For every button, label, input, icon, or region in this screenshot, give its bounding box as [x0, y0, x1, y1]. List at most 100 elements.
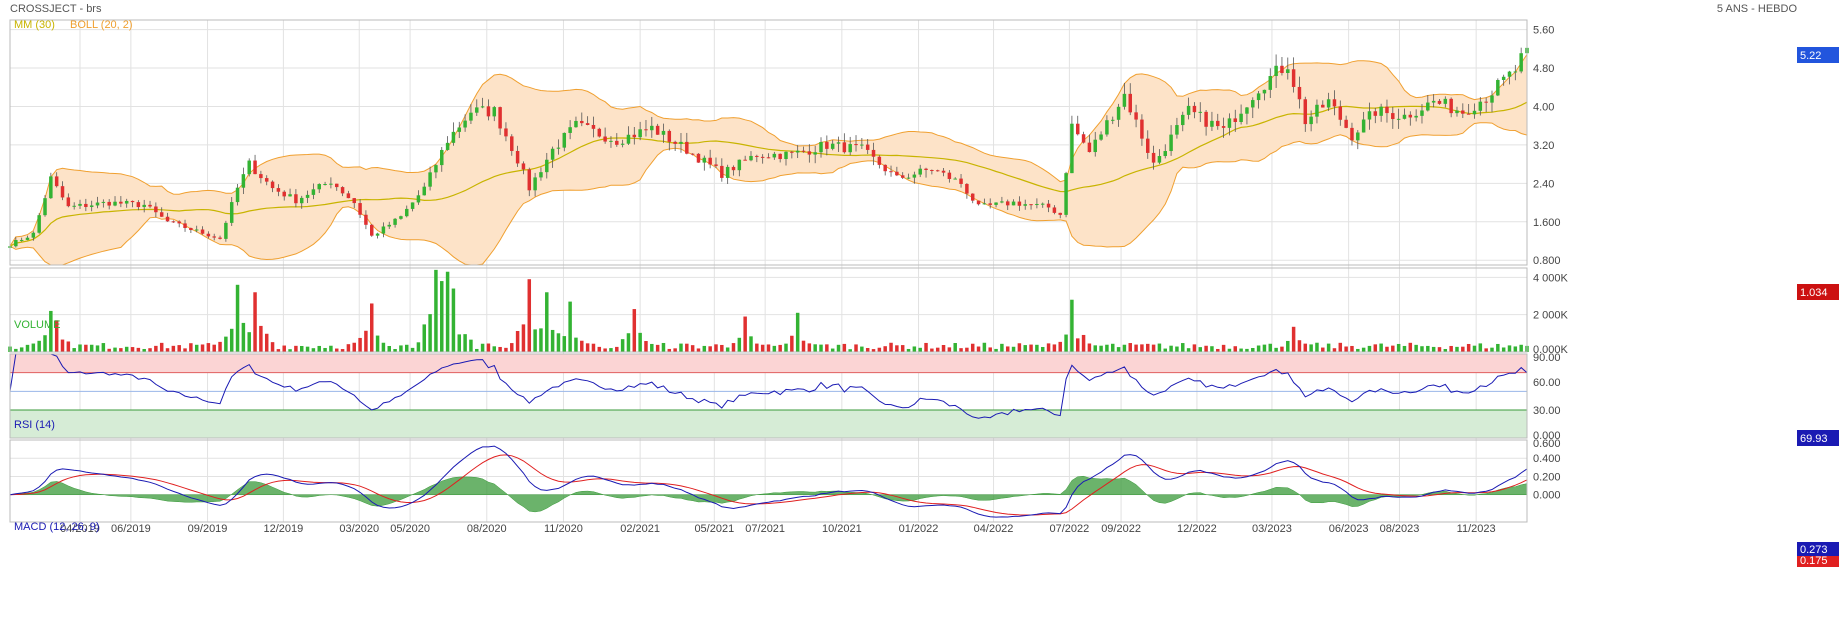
candle-body — [78, 203, 82, 206]
candle-body — [877, 156, 882, 165]
volume-bar — [597, 346, 602, 352]
candle — [1239, 104, 1243, 125]
volume-bar — [25, 344, 30, 352]
candle — [451, 122, 456, 146]
candle — [1081, 131, 1086, 144]
candle — [801, 146, 806, 153]
volume-bar — [1455, 346, 1459, 352]
candle — [1461, 103, 1465, 119]
candle — [953, 177, 957, 180]
candle-body — [113, 201, 117, 206]
volume-bar — [200, 344, 205, 352]
volume-bar — [1408, 342, 1413, 352]
volume-bar — [807, 343, 812, 352]
volume-bar — [113, 347, 117, 352]
candle — [1227, 113, 1232, 136]
volume-bar — [218, 341, 222, 352]
volume-bar — [930, 348, 934, 352]
candle — [43, 195, 47, 217]
volume-bar — [1326, 343, 1331, 352]
candle-body — [1099, 134, 1103, 140]
volume-bar — [1367, 345, 1372, 352]
candle — [1513, 64, 1518, 81]
candle — [475, 99, 479, 116]
candle-body — [521, 163, 526, 170]
candle — [988, 198, 992, 209]
candle — [25, 235, 30, 241]
candle — [871, 142, 876, 166]
candle-body — [539, 172, 543, 178]
candle-body — [1332, 99, 1337, 107]
candle-body — [784, 151, 788, 160]
volume-bar — [620, 339, 625, 352]
candle-body — [696, 153, 701, 163]
volume-bar — [323, 347, 327, 352]
candle-body — [1110, 119, 1115, 121]
candle — [1064, 171, 1068, 218]
legend-boll[interactable]: BOLL (20, 2) — [70, 19, 133, 31]
candle — [685, 132, 689, 155]
candle — [1472, 103, 1477, 119]
candle — [224, 220, 228, 242]
legend-ma[interactable]: MM (30) — [14, 19, 55, 31]
candle-body — [31, 232, 36, 238]
candle-body — [545, 159, 549, 173]
volume-bar — [1379, 343, 1383, 352]
candle-body — [825, 142, 829, 149]
candle-body — [1391, 113, 1395, 120]
rsi-oversold-zone — [10, 410, 1527, 438]
svg-text:69.93: 69.93 — [1800, 433, 1828, 445]
volume-bar — [708, 346, 712, 352]
candle — [883, 164, 887, 176]
candle-body — [498, 107, 502, 129]
x-tick-label: 08/2020 — [467, 523, 507, 535]
candle — [60, 181, 65, 201]
volume-bar — [965, 347, 969, 352]
candle — [743, 155, 747, 161]
volume-bar — [1204, 345, 1208, 352]
volume-bar — [375, 335, 380, 352]
moving-average-line — [9, 101, 1528, 247]
volume-bar — [1391, 345, 1395, 352]
volume-bar — [1046, 343, 1051, 352]
candle-body — [206, 233, 211, 237]
x-tick-label: 01/2022 — [899, 523, 939, 535]
candle — [1361, 111, 1366, 133]
volume-bar — [924, 342, 928, 352]
candle-body — [1105, 120, 1109, 135]
price-y-tick: 0.800 — [1533, 255, 1561, 267]
candle-body — [865, 144, 870, 150]
candle — [1087, 134, 1092, 153]
candle-body — [591, 124, 596, 129]
volume-bar — [1297, 340, 1302, 352]
x-tick-label: 11/2023 — [1457, 523, 1496, 535]
candle-body — [1175, 125, 1179, 135]
price-candles[interactable] — [8, 46, 1529, 250]
candle-body — [819, 142, 823, 153]
volume-bar — [673, 348, 677, 352]
candle — [1175, 117, 1179, 139]
candle — [1105, 115, 1109, 137]
volume-bar — [632, 309, 637, 352]
candle — [1029, 204, 1033, 210]
volume-bar — [760, 344, 765, 352]
candle — [54, 172, 59, 188]
candle-body — [504, 128, 508, 137]
volume-bar — [1484, 348, 1488, 352]
macd-y-tick: 0.200 — [1533, 471, 1561, 483]
volume-bar — [1437, 347, 1442, 352]
candle — [1420, 103, 1424, 124]
volume-bar — [60, 339, 65, 352]
volume-y-tick: 2 000K — [1533, 310, 1569, 322]
candle — [673, 140, 677, 152]
volume-bar — [1490, 347, 1494, 352]
candle — [597, 127, 602, 138]
candle — [282, 190, 286, 201]
volume-bar — [918, 347, 922, 352]
volume-bar — [212, 344, 216, 352]
volume-bar — [1443, 348, 1448, 352]
candle-body — [515, 150, 520, 164]
candle — [1391, 106, 1395, 129]
volume-bar — [912, 346, 917, 352]
volume-bars[interactable] — [8, 269, 1529, 352]
